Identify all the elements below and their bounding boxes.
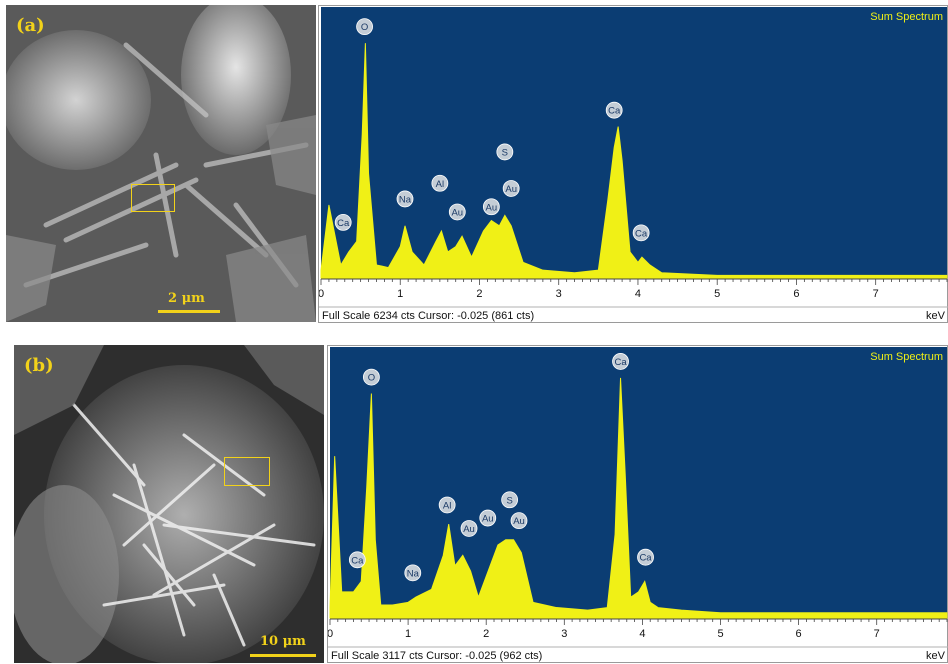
peak-marker xyxy=(502,180,520,197)
x-tick-label: 4 xyxy=(639,628,645,640)
peak-label: Al xyxy=(436,179,444,190)
sem-micrograph-b xyxy=(14,345,324,663)
panel-label-a: (a) xyxy=(16,15,45,36)
peak-marker xyxy=(501,491,519,509)
peak-label: Ca xyxy=(639,553,652,564)
scale-bar-b xyxy=(250,654,316,657)
x-tick-label: 5 xyxy=(714,288,720,300)
peak-marker xyxy=(605,101,623,119)
spectrum-plot-area xyxy=(321,7,947,278)
peak-marker xyxy=(496,143,514,161)
x-tick-label: 7 xyxy=(873,288,879,300)
peak-label: Ca xyxy=(635,228,648,239)
peak-label: Ca xyxy=(351,555,364,566)
peak-label: Au xyxy=(463,524,475,535)
x-tick-label: 3 xyxy=(556,288,562,300)
x-tick-label: 0 xyxy=(319,288,324,300)
analysis-region-box-b xyxy=(224,457,270,486)
spectrum-series-area xyxy=(320,43,948,279)
peak-label: O xyxy=(361,22,368,33)
spectrum-plot-area xyxy=(330,347,947,618)
peak-marker xyxy=(479,509,497,527)
sem-image-a: (a) 2 μm xyxy=(6,5,316,322)
x-axis-unit: keV xyxy=(926,310,946,322)
peak-marker xyxy=(637,548,654,566)
peak-marker xyxy=(510,512,528,530)
x-tick-label: 4 xyxy=(635,288,641,300)
peak-label: Au xyxy=(482,514,494,525)
peak-marker xyxy=(448,203,466,221)
spectrum-title: Sum Spectrum xyxy=(870,11,943,23)
peak-marker xyxy=(348,551,366,569)
peak-label: S xyxy=(506,495,512,506)
peak-marker xyxy=(404,564,422,582)
x-tick-label: 2 xyxy=(483,628,489,640)
eds-spectrum-b: Sum Spectrum O Ca Na Al Au Au S Au Ca Ca 0 1 2 3 4 5 6 7 Fu… xyxy=(327,345,948,663)
peak-marker xyxy=(356,18,373,36)
peak-marker xyxy=(396,190,414,208)
scale-bar-label-a: 2 μm xyxy=(168,291,205,306)
peak-label: S xyxy=(502,147,508,158)
x-tick-label: 6 xyxy=(793,288,799,300)
panel-label-b: (b) xyxy=(24,355,54,376)
peak-label: Au xyxy=(513,516,525,527)
x-tick-label: 2 xyxy=(476,288,482,300)
peak-marker xyxy=(362,368,380,386)
x-axis-unit: keV xyxy=(926,650,946,662)
peak-marker xyxy=(334,214,352,231)
peak-label: Au xyxy=(505,184,517,195)
peak-label: Na xyxy=(399,194,412,205)
spectrum-series-area xyxy=(329,377,948,619)
spectrum-chart-a: Sum Spectrum O Ca Na Al Au Au S Au Ca Ca 0 1 2 3 4 5 6 7 Fu… xyxy=(319,7,948,322)
analysis-region-box-a xyxy=(131,184,175,212)
peak-label: Au xyxy=(451,207,463,218)
x-tick-label: 1 xyxy=(405,628,411,640)
peak-marker xyxy=(438,496,456,514)
spectrum-title: Sum Spectrum xyxy=(870,351,943,363)
eds-spectrum-a: Sum Spectrum O Ca Na Al Au Au S Au Ca Ca 0 1 2 3 4 5 6 7 Fu… xyxy=(318,5,948,323)
scale-bar-label-b: 10 μm xyxy=(260,634,306,649)
peak-label: Al xyxy=(443,500,451,511)
peak-marker xyxy=(482,198,500,216)
scale-bar-a xyxy=(158,310,220,313)
peak-marker xyxy=(612,353,629,370)
peak-label: Au xyxy=(486,202,498,213)
peak-marker xyxy=(460,520,478,537)
peak-label: O xyxy=(368,373,375,384)
x-tick-label: 7 xyxy=(874,628,880,640)
sem-image-b: (b) 10 μm xyxy=(14,345,324,663)
peak-label: Ca xyxy=(337,218,350,229)
sem-micrograph-a xyxy=(6,5,316,322)
peak-label: Ca xyxy=(614,357,627,368)
x-tick-label: 6 xyxy=(796,628,802,640)
peak-marker xyxy=(632,224,650,242)
x-tick-label: 0 xyxy=(328,628,333,640)
peak-label: Ca xyxy=(608,106,621,117)
peak-marker xyxy=(431,174,449,192)
x-tick-label: 1 xyxy=(397,288,403,300)
x-tick-label: 3 xyxy=(561,628,567,640)
spectrum-footer-readout: Full Scale 6234 cts Cursor: -0.025 (861 … xyxy=(322,310,534,322)
spectrum-footer-readout: Full Scale 3117 cts Cursor: -0.025 (962 … xyxy=(331,650,542,662)
x-tick-label: 5 xyxy=(717,628,723,640)
peak-label: Na xyxy=(407,568,420,579)
